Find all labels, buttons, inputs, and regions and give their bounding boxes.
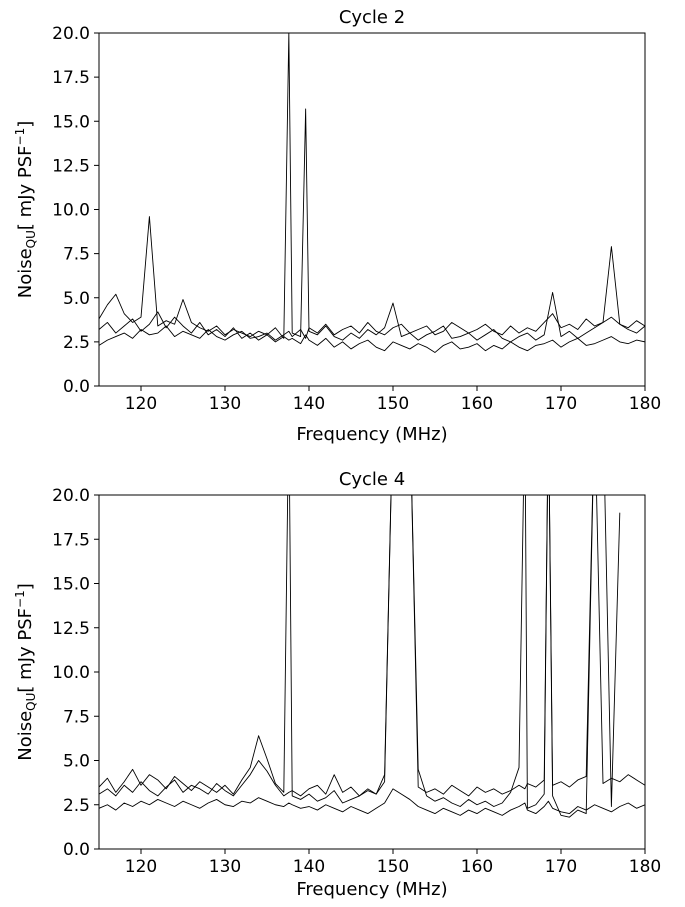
data-line xyxy=(99,788,645,816)
data-line xyxy=(99,33,645,343)
y-axis-label: NoiseQU[ mJy PSF−1] xyxy=(13,583,38,761)
y-tick-label: 7.5 xyxy=(63,707,90,727)
y-tick-label: 5.0 xyxy=(63,289,90,309)
x-tick-label: 130 xyxy=(209,394,241,414)
plot-area xyxy=(99,33,645,353)
x-tick-label: 150 xyxy=(377,857,409,877)
x-tick-label: 160 xyxy=(461,857,493,877)
x-tick-label: 120 xyxy=(125,394,157,414)
y-label-close: ] xyxy=(15,121,36,128)
y-label-base: Noise xyxy=(15,248,36,298)
chart-title: Cycle 2 xyxy=(339,7,405,28)
x-axis-label: Frequency (MHz) xyxy=(296,424,447,445)
x-tick-label: 170 xyxy=(545,394,577,414)
y-tick-label: 20.0 xyxy=(52,486,90,506)
x-tick-label: 140 xyxy=(293,857,325,877)
y-label-sub: QU xyxy=(24,230,38,248)
plot-area xyxy=(99,495,645,818)
x-tick-label: 180 xyxy=(629,394,661,414)
x-tick-label: 130 xyxy=(209,857,241,877)
y-tick-label: 12.5 xyxy=(52,619,90,639)
y-tick-label: 15.0 xyxy=(52,575,90,595)
y-tick-label: 7.5 xyxy=(63,245,90,265)
y-label-close: ] xyxy=(15,583,36,590)
axes-frame xyxy=(98,494,646,850)
y-tick-label: 17.5 xyxy=(52,530,90,550)
x-tick-label: 120 xyxy=(125,857,157,877)
y-tick-label: 12.5 xyxy=(52,156,90,176)
y-tick-label: 0.0 xyxy=(63,377,90,397)
y-tick-label: 5.0 xyxy=(63,752,90,772)
y-axis-label: NoiseQU[ mJy PSF−1] xyxy=(13,121,38,299)
data-line xyxy=(99,495,621,818)
x-tick-label: 180 xyxy=(629,857,661,877)
y-tick-label: 20.0 xyxy=(52,24,90,44)
y-tick-label: 17.5 xyxy=(52,68,90,88)
x-tick-label: 160 xyxy=(461,394,493,414)
x-tick-label: 150 xyxy=(377,394,409,414)
y-label-base: Noise xyxy=(15,711,36,761)
data-line xyxy=(99,313,645,346)
x-axis-label: Frequency (MHz) xyxy=(296,879,447,900)
data-line xyxy=(99,495,645,797)
y-tick-label: 10.0 xyxy=(52,201,90,221)
y-label-unit: [ mJy PSF xyxy=(15,608,36,693)
y-tick-label: 10.0 xyxy=(52,663,90,683)
x-tick-label: 170 xyxy=(545,857,577,877)
x-tick-label: 140 xyxy=(293,394,325,414)
y-label-sup: −1 xyxy=(13,128,27,146)
data-line xyxy=(99,311,645,353)
y-tick-label: 15.0 xyxy=(52,112,90,132)
y-label-sub: QU xyxy=(24,693,38,711)
y-label-sup: −1 xyxy=(13,590,27,608)
y-tick-label: 0.0 xyxy=(63,840,90,860)
y-label-unit: [ mJy PSF xyxy=(15,145,36,230)
y-tick-label: 2.5 xyxy=(63,796,90,816)
y-tick-label: 2.5 xyxy=(63,333,90,353)
chart-title: Cycle 4 xyxy=(339,469,405,490)
